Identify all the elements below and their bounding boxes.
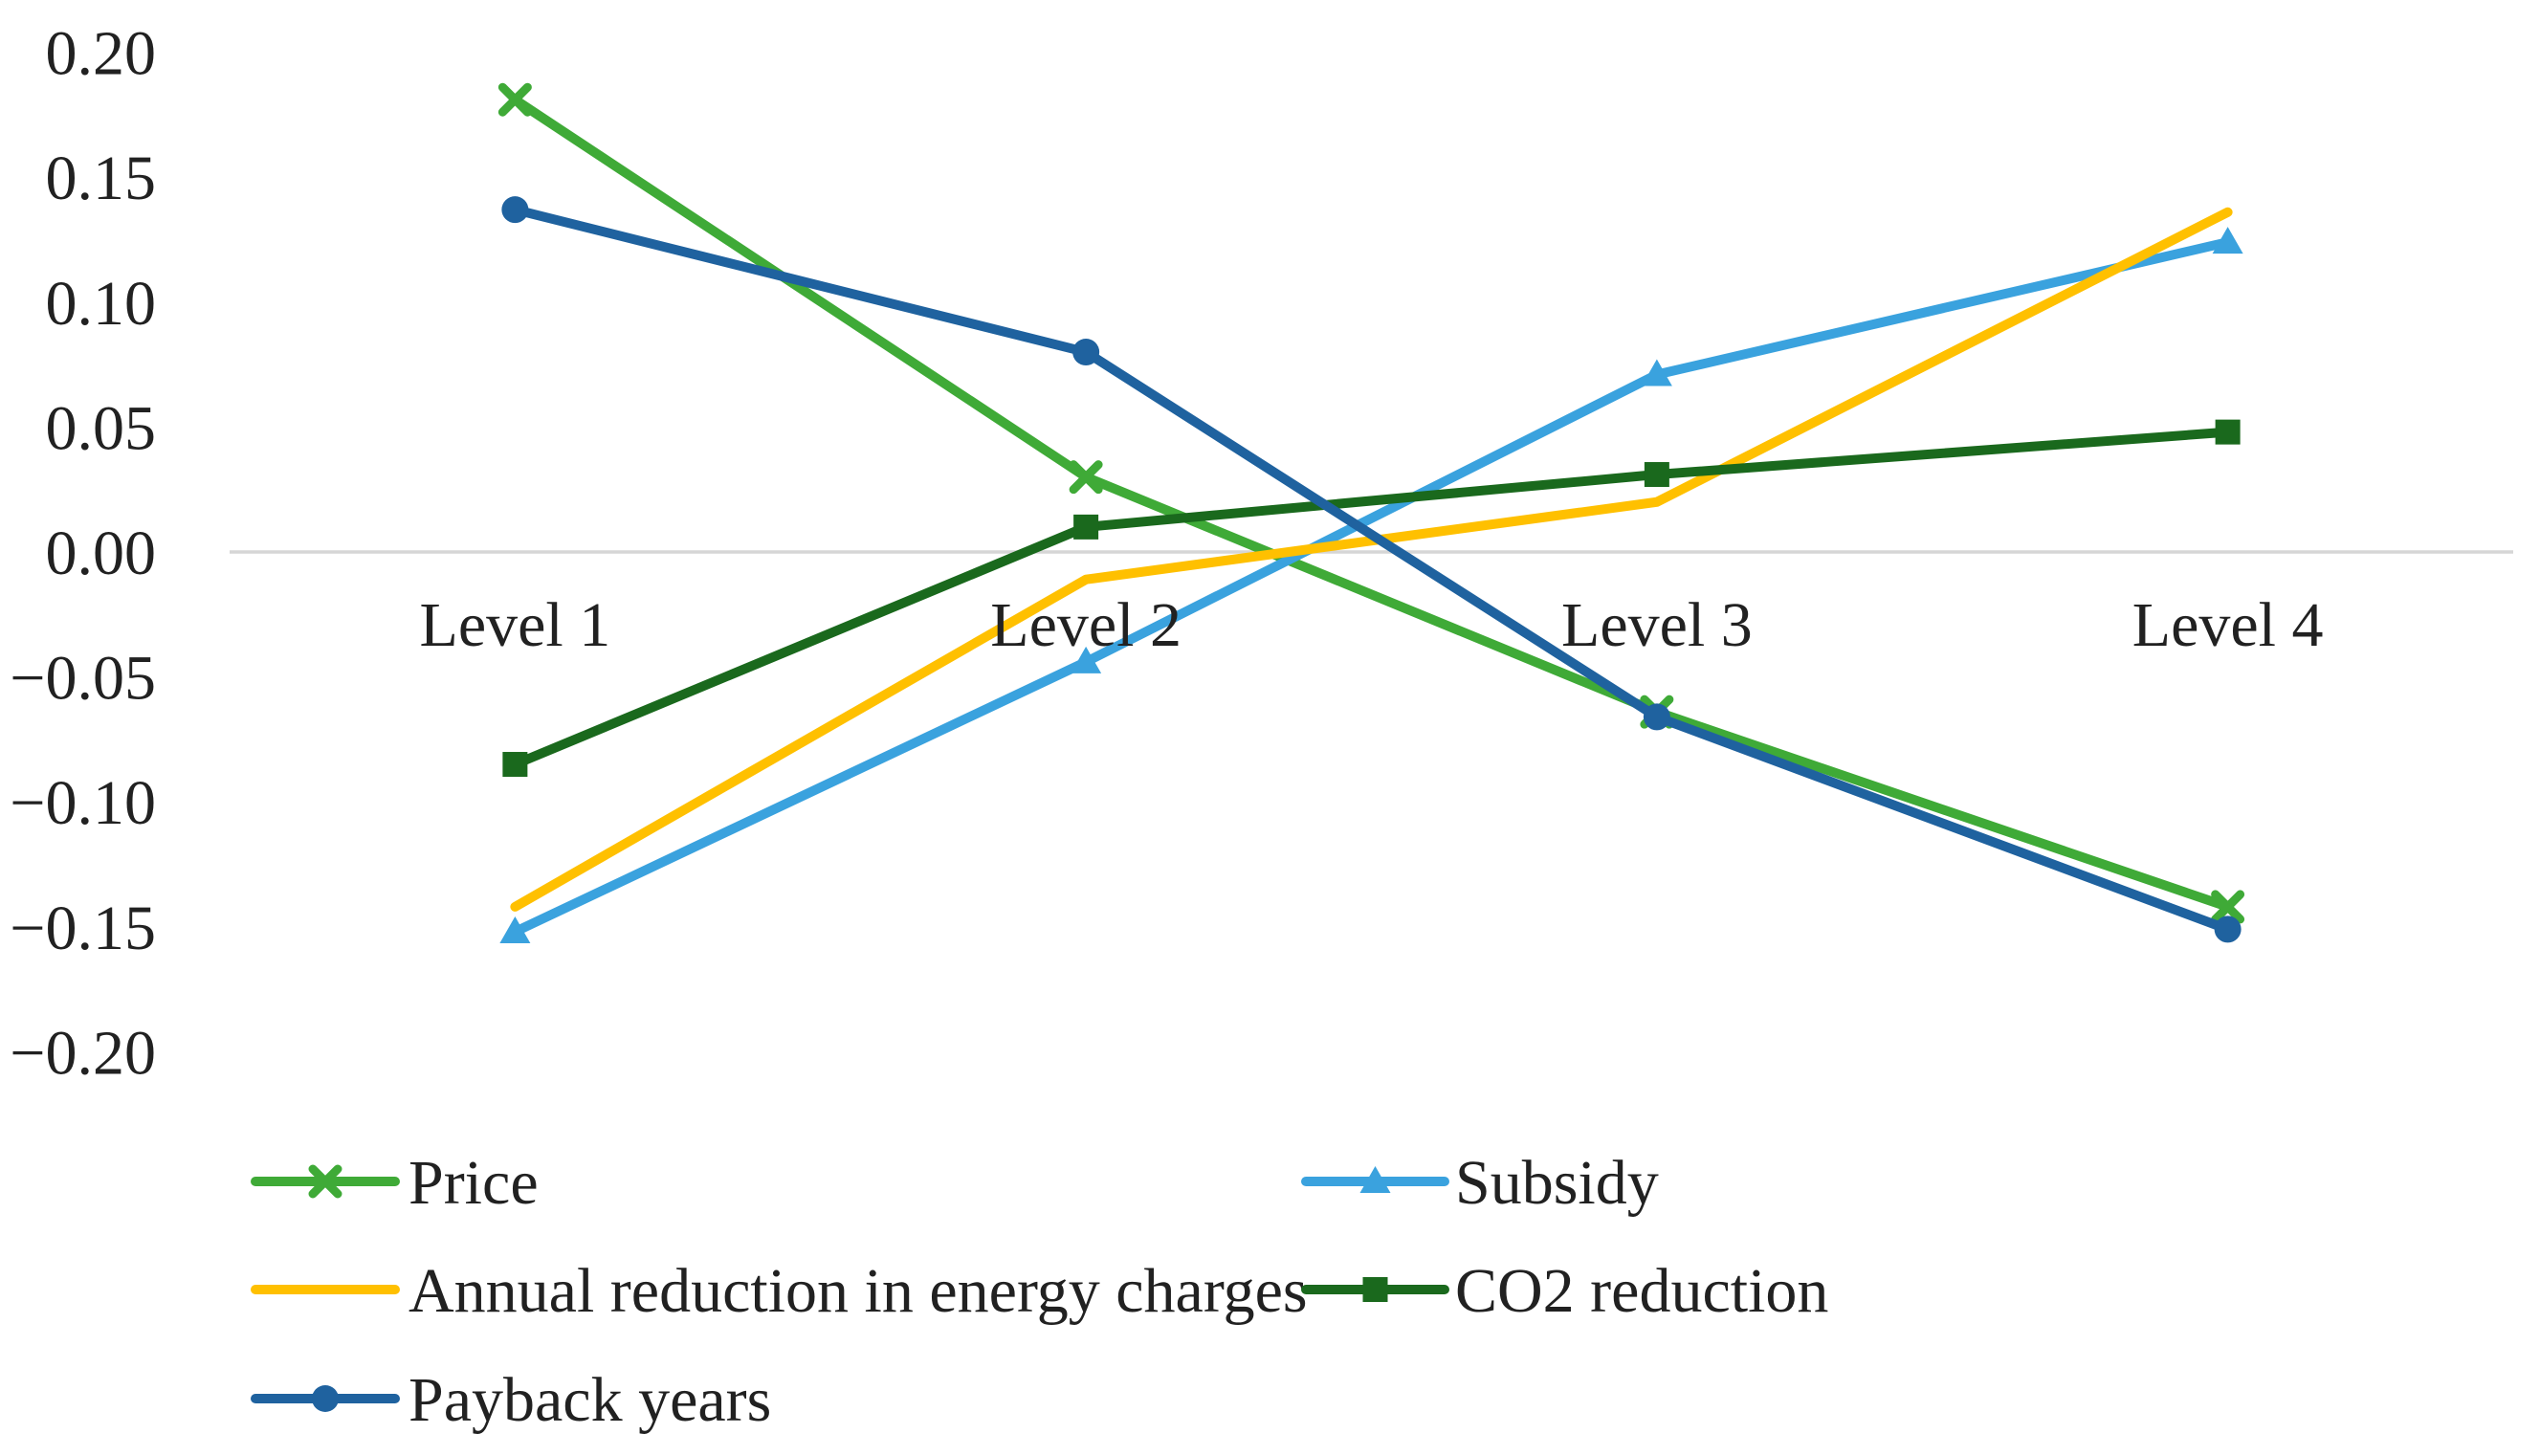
y-tick-label-0.15: 0.15: [46, 143, 157, 213]
legend-co2-reduction-label: CO2 reduction: [1455, 1256, 1828, 1326]
legend-payback-years-label: Payback years: [409, 1365, 771, 1435]
series-co2-reduction-square-marker: [2215, 419, 2241, 445]
series-lines-and-markers: [497, 82, 2245, 944]
series-co2-reduction-line: [510, 427, 2233, 770]
legend-subsidy-label: Subsidy: [1455, 1148, 1659, 1218]
series-payback-years-line: [510, 205, 2233, 935]
series-co2-reduction-square-marker: [1644, 462, 1669, 488]
y-tick-label-0.05: 0.05: [46, 393, 157, 463]
legend-subsidy-triangle-marker: [1359, 1166, 1391, 1193]
y-tick-label-0.2: 0.20: [46, 19, 157, 89]
series-subsidy-triangle-marker: [1641, 359, 1672, 386]
series-price-x-marker: [1069, 460, 1103, 495]
series-subsidy-line: [510, 237, 2233, 938]
series-payback-years-circle-marker: [2214, 916, 2242, 943]
series-co2-reduction-square-marker: [502, 752, 528, 778]
legend-annual-reduction-in-energy-charges-label: Annual reduction in energy charges: [409, 1256, 1308, 1326]
series-annual-reduction-in-energy-charges-line: [510, 207, 2233, 912]
series-price-x-marker: [2211, 890, 2245, 924]
x-category-label-level-4: Level 4: [2132, 590, 2324, 660]
series-payback-years-circle-marker: [1072, 339, 1100, 366]
x-axis-category-labels: Level 1 Level 2 Level 3 Level 4: [420, 590, 2324, 660]
legend-price-label: Price: [409, 1148, 539, 1218]
series-price-line: [510, 95, 2233, 912]
y-tick-label--0.1: −0.10: [10, 768, 156, 838]
y-axis-tick-labels: 0.20 0.15 0.10 0.05 0.00 −0.05 −0.10 −0.15 −0.20: [10, 19, 156, 1089]
series-co2-reduction-square-marker: [1073, 514, 1099, 540]
series-subsidy-triangle-marker: [499, 916, 531, 944]
y-tick-label-0: 0.00: [46, 518, 157, 588]
series-subsidy-triangle-marker: [1071, 646, 1102, 673]
x-category-label-level-2: Level 2: [990, 590, 1182, 660]
legend-price-x-marker: [308, 1164, 342, 1199]
legend: Price Subsidy Annual reduction in energy c…: [251, 1148, 1828, 1435]
series-subsidy-triangle-marker: [2212, 227, 2243, 254]
x-category-label-level-3: Level 3: [1561, 590, 1753, 660]
y-tick-label--0.05: −0.05: [10, 644, 156, 714]
legend-co2-reduction-square-marker: [1362, 1277, 1388, 1302]
series-payback-years-circle-marker: [501, 196, 529, 224]
x-category-label-level-1: Level 1: [420, 590, 611, 660]
y-tick-label--0.15: −0.15: [10, 893, 156, 963]
series-price-x-marker: [497, 82, 532, 117]
y-tick-label--0.2: −0.20: [10, 1018, 156, 1088]
y-tick-label-0.1: 0.10: [46, 269, 157, 339]
legend-payback-years-circle-marker: [312, 1385, 339, 1412]
series-payback-years-circle-marker: [1643, 703, 1670, 731]
